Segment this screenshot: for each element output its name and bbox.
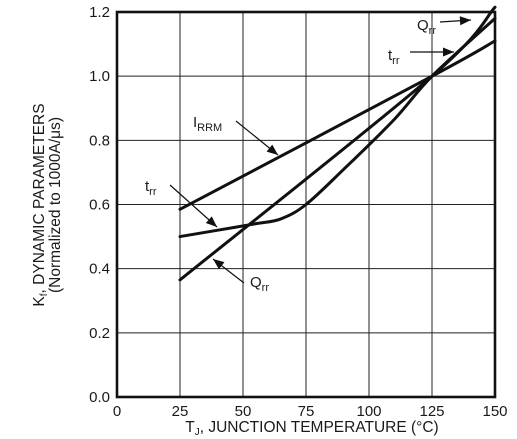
annotation-qrr-bottom: Qrr: [250, 274, 269, 294]
y-tick-label: 1.2: [89, 4, 110, 21]
leader-qrr-top-head: [459, 16, 471, 26]
leader-trr-bottom-head: [205, 216, 217, 227]
x-tick-label: 75: [298, 403, 315, 420]
leader-trr-top-head: [443, 47, 454, 57]
y-tick-label: 0.8: [89, 132, 110, 149]
y-tick-label: 0.4: [89, 261, 110, 278]
series-line-qrr: [178, 5, 497, 282]
annotation-qrr-top: Qrr: [417, 17, 436, 37]
y-axis-title: Kf, DYNAMIC PARAMETERS (Normalized to 10…: [31, 103, 64, 306]
plot-frame: [115, 10, 497, 399]
x-tick-label: 100: [356, 403, 381, 420]
annotation-trr-top: trr: [388, 47, 400, 67]
leader-qrr-bottom-head: [213, 259, 225, 270]
x-tick-label: 0: [113, 403, 121, 420]
leader-irrm-head: [266, 144, 278, 155]
curves: [178, 5, 497, 282]
y-axis-title-line1: Kf, DYNAMIC PARAMETERS: [31, 103, 50, 306]
y-tick-label: 0.6: [89, 197, 110, 214]
y-tick-label: 0.0: [89, 389, 110, 406]
x-axis-title: TJ, JUNCTION TEMPERATURE (°C): [185, 419, 438, 438]
x-tick-label: 50: [235, 403, 252, 420]
annotation-irrm: IRRM: [193, 114, 222, 134]
x-tick-label: 25: [172, 403, 189, 420]
y-tick-label: 1.0: [89, 68, 110, 85]
x-tick-label: 150: [482, 403, 507, 420]
y-tick-label: 0.2: [89, 325, 110, 342]
series-line-irrm: [178, 39, 497, 211]
tick-labels: 0 25 50 75 100 125 150 0.0 0.2 0.4 0.6 0.8 1.0 1.2: [89, 4, 507, 420]
annotations: Qrr trr IRRM trr Qrr: [145, 16, 472, 294]
x-tick-label: 125: [419, 403, 444, 420]
y-axis-title-line2: (Normalized to 1000A/μs): [47, 117, 64, 293]
annotation-trr-bottom: trr: [145, 178, 157, 198]
